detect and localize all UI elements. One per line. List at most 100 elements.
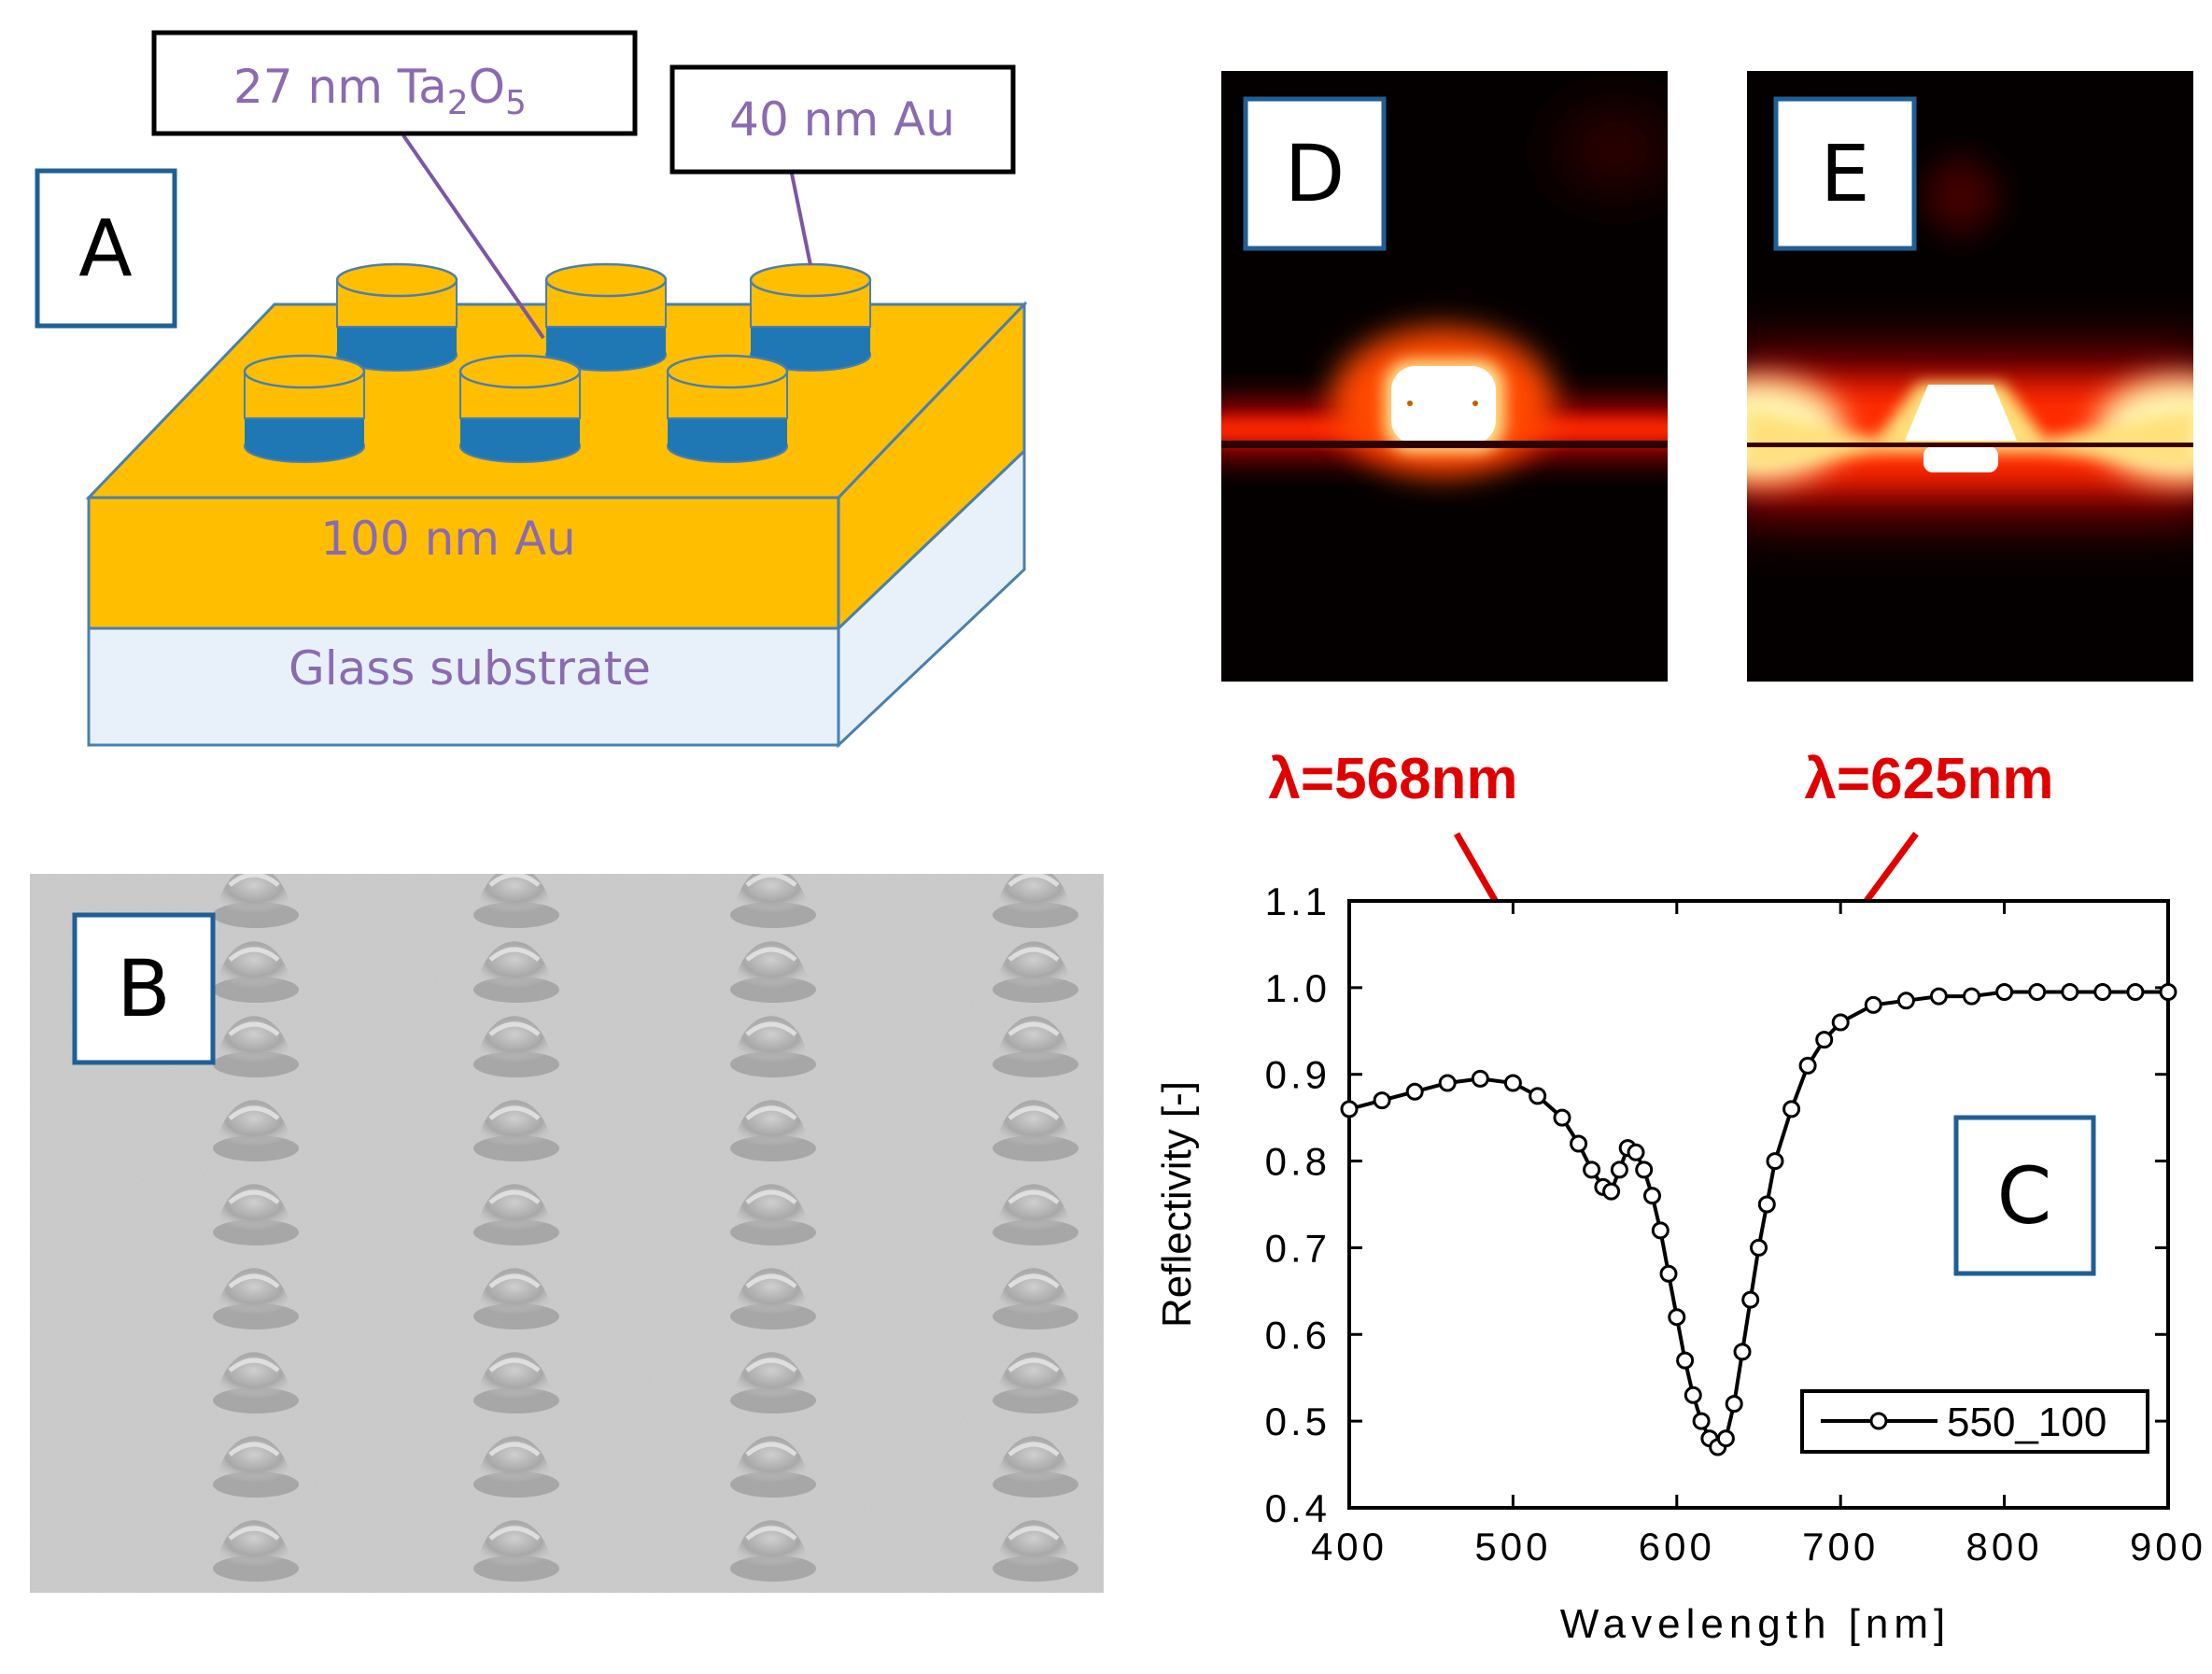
data-point	[1340, 1100, 1359, 1118]
callout-box-ta2o5	[151, 30, 638, 136]
sem-bump	[213, 1184, 299, 1245]
pillar	[335, 262, 458, 372]
sem-bump	[730, 1436, 816, 1498]
callout-ta2o5: 27 nm Ta2O5	[233, 60, 527, 122]
sem-bump	[730, 874, 816, 928]
data-point	[1373, 1091, 1391, 1110]
sem-bump	[993, 1352, 1078, 1414]
legend-marker	[1869, 1412, 1888, 1430]
sem-bump	[993, 1184, 1078, 1245]
sem-bump	[473, 1184, 559, 1245]
data-point	[1602, 1182, 1621, 1201]
y-tick-label: 0.4	[1265, 1486, 1331, 1530]
sem-bump	[473, 1436, 559, 1498]
lambda-625-label: λ=625nm	[1804, 747, 2053, 811]
sem-bump	[993, 1268, 1078, 1329]
data-point	[1798, 1056, 1817, 1075]
x-axis-ticks: 400 500 600 700 800 900	[1311, 901, 2206, 1568]
data-point	[1782, 1100, 1801, 1118]
y-tick-label: 1.1	[1265, 879, 1331, 923]
sem-bump	[730, 1352, 816, 1414]
data-point	[1684, 1386, 1702, 1404]
sem-bump	[473, 874, 559, 928]
x-tick-label: 800	[1966, 1525, 2043, 1568]
y-tick-label: 0.5	[1265, 1400, 1331, 1443]
sem-bump-grid	[213, 874, 1078, 1582]
data-point	[1716, 1429, 1735, 1448]
sem-bump	[473, 1100, 559, 1161]
data-point	[1643, 1187, 1661, 1205]
sem-bump	[473, 941, 559, 1003]
sem-bump	[473, 1352, 559, 1414]
pillar	[458, 354, 582, 463]
panel-letter-box-e	[1773, 96, 1917, 251]
data-point	[1676, 1351, 1695, 1370]
data-point	[1503, 1074, 1522, 1092]
sem-bump	[213, 941, 299, 1003]
panel-letter-box-b	[72, 912, 216, 1065]
legend: 550_100	[1800, 1389, 2149, 1454]
sem-bump	[993, 1016, 1078, 1077]
callout-au-top: 40 nm Au	[729, 92, 955, 147]
data-point	[1553, 1108, 1571, 1127]
panel-e-field-map: E	[1747, 71, 2193, 682]
panel-letter-box-a	[35, 168, 177, 329]
lambda-568-label: λ=568nm	[1268, 747, 1517, 811]
sem-bump	[730, 1016, 816, 1077]
y-tick-label: 1.0	[1265, 966, 1331, 1010]
data-point	[1750, 1238, 1768, 1257]
data-point	[1864, 995, 1882, 1014]
sem-bump	[213, 1352, 299, 1414]
data-point	[1725, 1395, 1743, 1414]
data-point	[1471, 1069, 1489, 1088]
sem-bump	[993, 1436, 1078, 1498]
callout-box-au-top	[669, 64, 1016, 175]
y-tick-label: 0.8	[1265, 1140, 1331, 1184]
x-axis-label: Wavelength [nm]	[1560, 1601, 1951, 1647]
label-glass-substrate: Glass substrate	[289, 641, 651, 696]
panel-b-sem-image: B	[30, 874, 1104, 1593]
data-point	[1529, 1087, 1547, 1105]
data-point	[2028, 983, 2047, 1001]
sem-bump	[730, 1184, 816, 1245]
panel-d-field-map: D	[1221, 71, 1668, 682]
data-point	[2126, 983, 2145, 1001]
x-tick-label: 900	[2130, 1525, 2206, 1568]
panel-letter-a: A	[78, 203, 132, 294]
legend-label: 550_100	[1947, 1400, 2106, 1445]
data-point	[1741, 1290, 1760, 1309]
data-point	[1583, 1161, 1601, 1179]
data-point	[1929, 987, 1948, 1006]
sem-bump	[993, 1100, 1078, 1161]
sem-bump	[213, 1520, 299, 1582]
data-point	[1815, 1031, 1834, 1049]
panel-c-reflectivity-chart: 400 500 600 700 800 900 0.4 0.5 0.6 0.7 0.8 0.9 1.0…	[1154, 879, 2206, 1647]
sem-bump	[730, 1100, 816, 1161]
panel-letter-d: D	[1285, 128, 1346, 219]
sem-bump	[473, 1016, 559, 1077]
data-point	[1692, 1412, 1711, 1430]
x-tick-label: 400	[1311, 1525, 1388, 1568]
data-point	[1659, 1264, 1678, 1283]
data-point	[1995, 983, 2014, 1001]
sem-bump	[213, 1268, 299, 1329]
sem-bump	[213, 874, 299, 928]
data-point	[1963, 987, 1980, 1006]
data-point	[2061, 983, 2079, 1001]
sem-bump	[730, 1268, 816, 1329]
series-line-550_100	[1348, 990, 2168, 1450]
x-tick-label: 600	[1639, 1525, 1715, 1568]
x-tick-label: 500	[1474, 1525, 1551, 1568]
sem-bump	[473, 1520, 559, 1582]
panel-letter-box-c	[1953, 1115, 2096, 1276]
data-point	[1896, 992, 1915, 1010]
data-point	[2159, 983, 2177, 1001]
y-axis-ticks: 0.4 0.5 0.6 0.7 0.8 0.9 1.0 1.1	[1265, 879, 2168, 1530]
data-point	[1757, 1195, 1776, 1214]
data-point	[1610, 1161, 1628, 1179]
panel-letter-c: C	[1997, 1150, 2052, 1242]
data-point	[1766, 1152, 1784, 1171]
data-point	[1635, 1161, 1654, 1179]
data-point	[1438, 1074, 1457, 1092]
data-point	[2093, 983, 2112, 1001]
